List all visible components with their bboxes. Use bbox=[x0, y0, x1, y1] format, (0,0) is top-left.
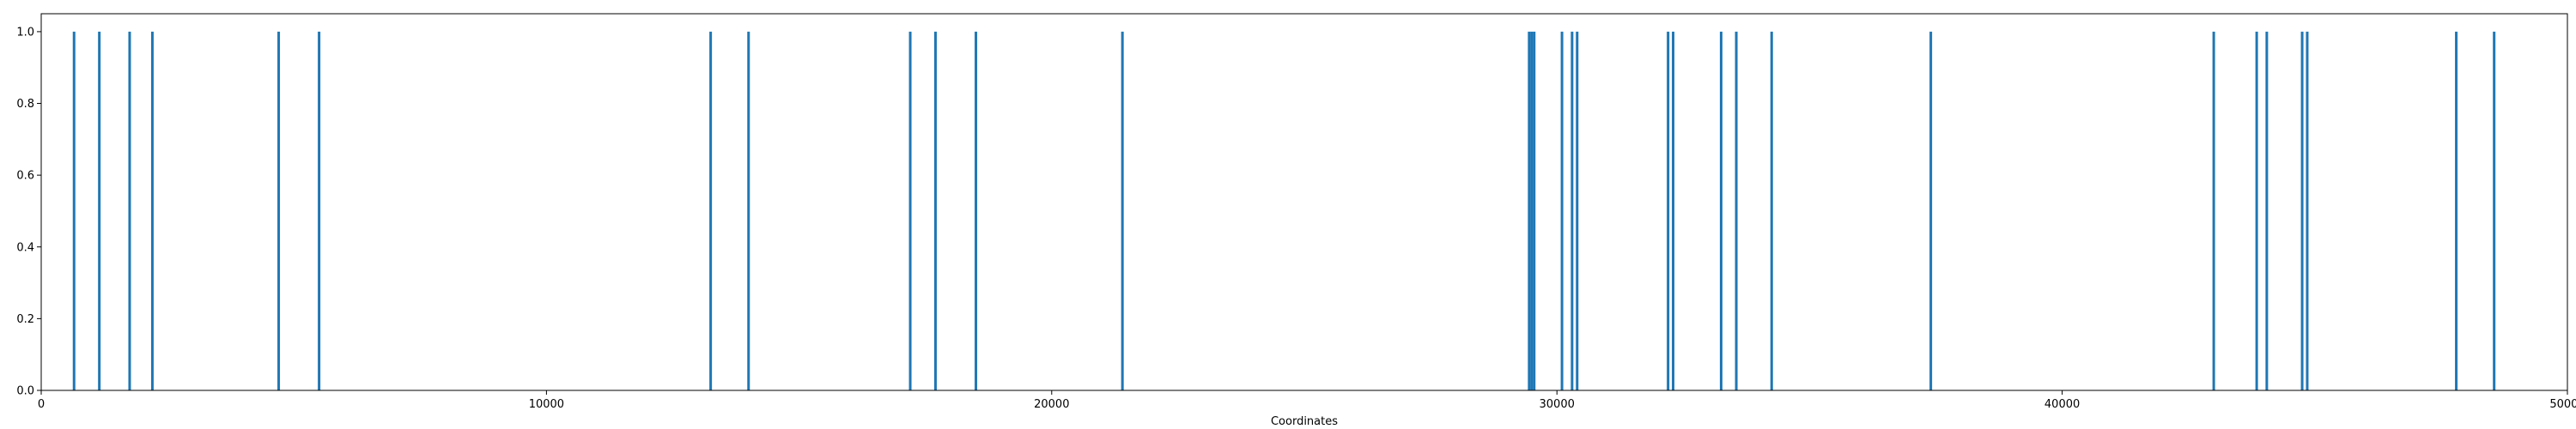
bar bbox=[1571, 31, 1574, 391]
bar bbox=[150, 31, 154, 391]
bar bbox=[1667, 31, 1670, 391]
bar bbox=[2255, 31, 2258, 391]
bar bbox=[1560, 31, 1564, 391]
x-tick-label: 10000 bbox=[529, 398, 564, 411]
y-tick-label: 1.0 bbox=[16, 26, 34, 39]
bar bbox=[2265, 31, 2269, 391]
bar bbox=[277, 31, 281, 391]
bar bbox=[1770, 31, 1773, 391]
y-tick-label: 0.2 bbox=[16, 313, 34, 326]
bar bbox=[98, 31, 101, 391]
y-tick-label: 0.6 bbox=[16, 170, 34, 183]
plot-frame bbox=[40, 13, 2568, 391]
bar bbox=[2212, 31, 2215, 391]
y-tick-label: 0.0 bbox=[16, 385, 34, 398]
bar bbox=[1929, 31, 1933, 391]
bar bbox=[975, 31, 978, 391]
bar bbox=[2493, 31, 2496, 391]
bar bbox=[72, 31, 76, 391]
bar bbox=[1533, 31, 1536, 391]
bar bbox=[933, 31, 937, 391]
bar bbox=[1719, 31, 1722, 391]
bar bbox=[1672, 31, 1675, 391]
bar bbox=[908, 31, 912, 391]
bars-layer bbox=[72, 31, 2496, 391]
bar bbox=[318, 31, 321, 391]
x-tick-label: 20000 bbox=[1034, 398, 1069, 411]
bar bbox=[1121, 31, 1124, 391]
bar bbox=[747, 31, 750, 391]
x-tick-label: 40000 bbox=[2044, 398, 2080, 411]
bar bbox=[2306, 31, 2309, 391]
x-axis-label: Coordinates bbox=[1271, 415, 1338, 428]
x-tick-label: 30000 bbox=[1540, 398, 1575, 411]
y-tick-label: 0.8 bbox=[16, 98, 34, 111]
bar bbox=[1530, 31, 1534, 391]
bar bbox=[1735, 31, 1738, 391]
bar bbox=[128, 31, 131, 391]
bar bbox=[1576, 31, 1579, 391]
bar bbox=[1528, 31, 1531, 391]
bar bbox=[709, 31, 713, 391]
bar bbox=[2300, 31, 2304, 391]
bar bbox=[2455, 31, 2458, 391]
x-tick-label: 0 bbox=[38, 398, 45, 411]
y-axis-ticks: 0.0 0.2 0.4 0.6 0.8 1.0 bbox=[16, 26, 41, 398]
y-tick-label: 0.4 bbox=[16, 241, 34, 254]
